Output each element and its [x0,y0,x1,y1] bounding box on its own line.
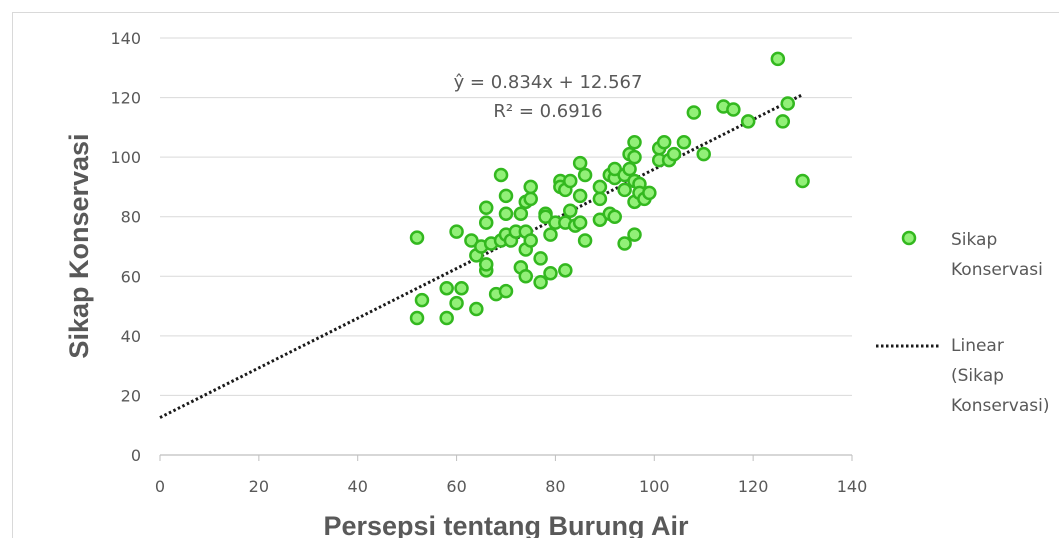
y-axis-title: Sikap Konservasi [64,133,94,358]
y-tick-label: 80 [121,208,141,227]
data-point [469,301,484,317]
data-point [409,310,425,326]
data-point [543,266,558,281]
legend-trend-label-line3: Konservasi) [951,396,1049,416]
data-point [493,167,509,183]
y-tick-label: 20 [121,386,141,405]
data-point [666,146,682,162]
legend-trend-label-line2: (Sikap [951,366,1004,386]
data-point [498,188,514,204]
y-tick-label: 120 [110,89,141,108]
data-point [627,135,642,150]
data-point [676,135,692,150]
y-tick-label: 0 [131,446,141,465]
y-tick-label: 140 [110,29,141,48]
data-point [533,274,548,290]
data-point [478,257,494,272]
legend-trend-label-line1: Linear [951,336,1004,356]
data-point [607,209,622,224]
data-point [414,292,430,308]
data-point [795,173,810,189]
data-point [572,188,588,204]
data-point [498,283,514,299]
data-point [454,280,469,296]
data-point [617,236,632,251]
data-point [572,215,588,230]
x-tick-label: 100 [639,477,670,496]
data-point [523,191,538,207]
y-tick-label: 100 [110,148,141,167]
data-point [696,146,711,162]
data-point [558,263,573,278]
chart-frame [12,12,1059,538]
data-points [409,51,810,326]
data-point [533,251,548,266]
data-point [627,149,642,165]
data-point [449,224,464,239]
data-point [656,135,672,150]
axes: 0 20 40 60 80 100 120 140 0 20 40 60 80 100 120 140 [110,29,867,496]
data-point [780,96,795,111]
y-tick-label: 60 [121,267,141,286]
data-point [775,114,791,129]
x-tick-label: 80 [545,477,565,496]
y-tick-label: 40 [121,327,141,346]
data-point [617,182,632,198]
data-point [409,230,425,245]
data-point [577,233,593,248]
data-point [513,206,529,221]
data-point [518,269,534,284]
data-point [543,227,558,242]
data-point [439,280,454,296]
data-point [449,295,464,311]
x-tick-label: 40 [348,477,368,496]
data-point [592,179,608,195]
data-point [642,185,657,201]
r-squared-label: R² = 0.6916 [493,101,602,122]
data-point [563,173,578,189]
equation-label: ŷ = 0.834x + 12.567 [454,72,643,93]
x-tick-label: 140 [837,477,868,496]
x-axis-title: Persepsi tentang Burung Air [323,511,689,538]
data-point [622,161,637,177]
data-point [577,167,593,183]
data-point [439,310,454,326]
legend-scatter-label-line2: Konservasi [951,260,1043,280]
data-point [572,155,588,171]
data-point [740,114,756,129]
x-tick-label: 0 [155,477,165,496]
data-point [726,102,741,117]
data-point [686,105,702,120]
legend-scatter-label-line1: Sikap [951,230,997,250]
x-tick-label: 120 [738,477,769,496]
data-point [478,215,494,230]
data-point [498,206,514,221]
legend-scatter-marker [901,230,917,246]
data-point [592,191,608,207]
data-point [523,179,538,195]
legend: Sikap Konservasi Linear (Sikap Konservas… [876,230,1049,416]
data-point [478,200,494,216]
data-point [523,233,538,248]
data-point [770,51,786,67]
data-point [563,203,578,219]
x-tick-label: 20 [249,477,269,496]
data-point [627,227,642,242]
x-tick-label: 60 [446,477,466,496]
